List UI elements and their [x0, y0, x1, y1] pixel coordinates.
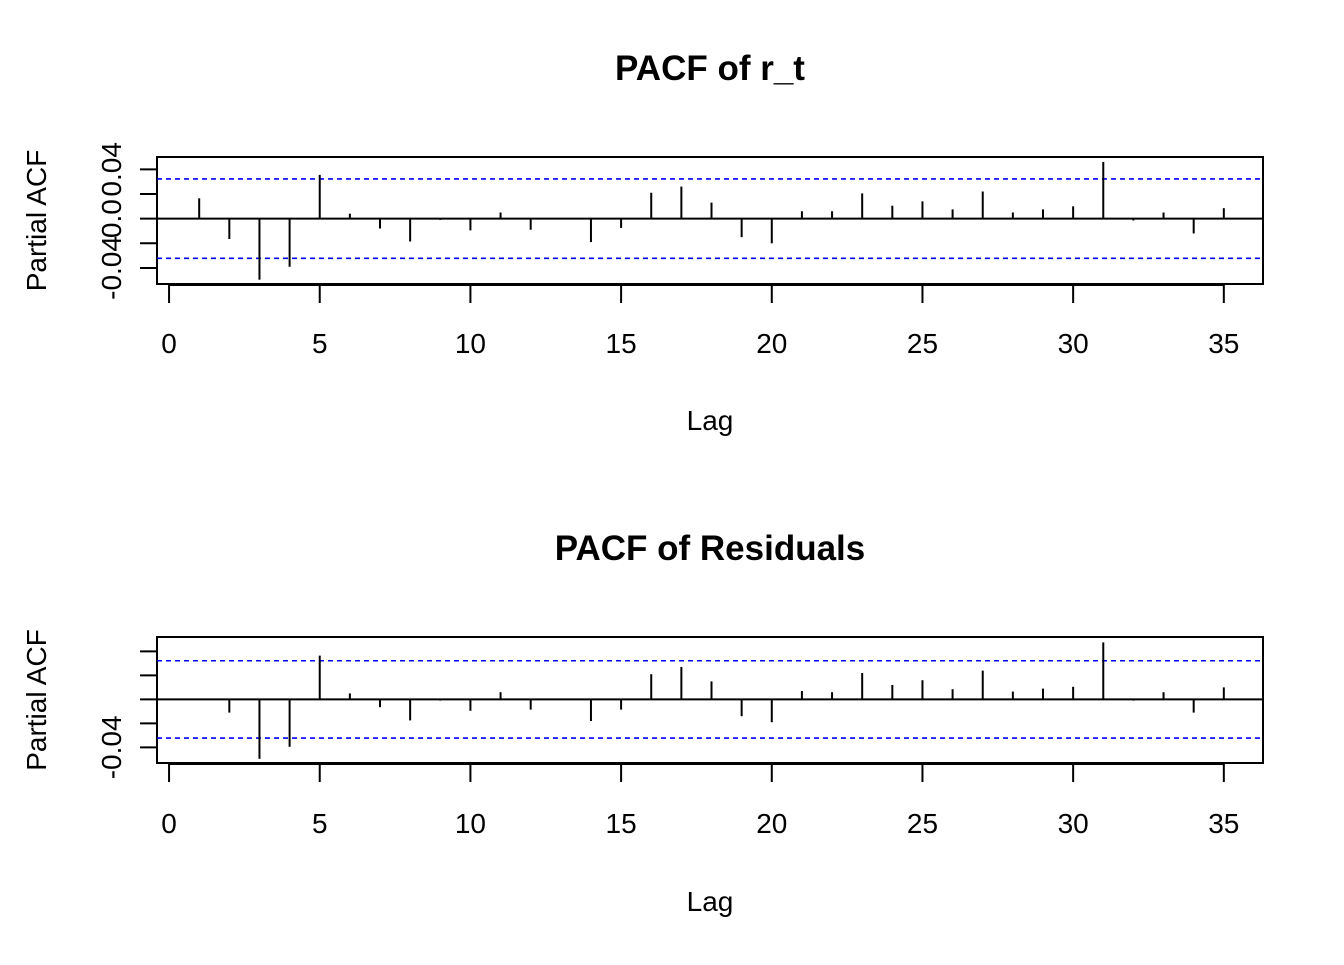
x-tick-label: 20: [756, 808, 787, 839]
x-axis-label: Lag: [687, 405, 734, 436]
y-tick-label: -0.04: [96, 236, 127, 300]
x-tick-label: 10: [455, 808, 486, 839]
x-tick-label: 15: [606, 808, 637, 839]
x-tick-label: 25: [907, 808, 938, 839]
y-tick-label: -0.04: [96, 715, 127, 779]
chart-title: PACF of r_t: [615, 49, 805, 88]
x-tick-label: 15: [606, 328, 637, 359]
x-tick-label: 35: [1208, 328, 1239, 359]
x-axis-label: Lag: [687, 886, 734, 917]
x-tick-label: 35: [1208, 808, 1239, 839]
x-tick-label: 30: [1058, 328, 1089, 359]
pacf-panel-2: PACF of Residuals 0 5 10 15 20 25 30 35 Lag -0.04 P…: [21, 529, 1264, 917]
x-tick-label: 20: [756, 328, 787, 359]
x-tick-label: 0: [161, 328, 177, 359]
y-tick-label: 0.0: [96, 199, 127, 238]
x-tick-label: 10: [455, 328, 486, 359]
x-tick-label: 5: [312, 808, 328, 839]
x-tick-label: 25: [907, 328, 938, 359]
pacf-panel-1: PACF of r_t 0 5 10 15 20 25 30 35 Lag -0.040.00.04…: [21, 49, 1264, 436]
plot-frame: [156, 156, 1264, 285]
y-tick-label: 0.04: [96, 142, 127, 197]
x-tick-label: 5: [312, 328, 328, 359]
chart-title: PACF of Residuals: [555, 529, 866, 568]
x-tick-label: 30: [1058, 808, 1089, 839]
x-tick-label: 0: [161, 808, 177, 839]
y-axis-label: Partial ACF: [21, 629, 52, 771]
y-axis-label: Partial ACF: [21, 150, 52, 292]
